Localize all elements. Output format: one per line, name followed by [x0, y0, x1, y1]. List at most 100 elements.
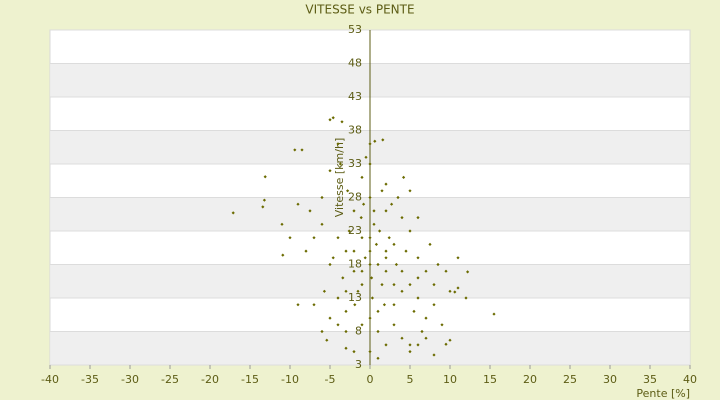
y-tick-label: 33 — [348, 157, 362, 170]
y-tick-label: 28 — [348, 191, 362, 204]
point — [424, 316, 428, 320]
point — [380, 189, 384, 193]
point — [336, 323, 340, 327]
point — [392, 242, 396, 246]
point — [322, 289, 326, 293]
x-tick-label: 35 — [643, 373, 657, 386]
point — [384, 209, 388, 213]
y-axis-title: Vitesse [km/h] — [333, 138, 346, 218]
point — [412, 309, 416, 313]
point — [263, 175, 267, 179]
point — [402, 175, 406, 179]
point — [432, 353, 436, 357]
point — [392, 303, 396, 307]
x-tick-label: -25 — [161, 373, 179, 386]
point — [440, 323, 444, 327]
y-tick-label: 48 — [348, 57, 362, 70]
point — [394, 262, 398, 267]
point — [362, 202, 366, 206]
point — [466, 270, 470, 274]
point — [360, 236, 364, 240]
point — [416, 276, 420, 280]
point — [390, 202, 394, 206]
point — [400, 289, 404, 293]
point — [373, 139, 377, 143]
y-tick-label: 38 — [348, 124, 362, 137]
point — [432, 303, 436, 307]
point — [382, 303, 386, 307]
point — [436, 262, 440, 267]
point — [331, 116, 335, 120]
point — [370, 296, 374, 300]
point — [360, 323, 364, 327]
point — [444, 342, 448, 346]
point — [364, 155, 368, 159]
x-tick-label: 20 — [523, 373, 537, 386]
point — [372, 209, 376, 213]
point — [456, 256, 460, 260]
y-tick-label: 23 — [348, 224, 362, 237]
point — [456, 286, 460, 290]
point — [448, 289, 452, 293]
point — [370, 276, 374, 280]
point — [328, 316, 332, 320]
x-tick-label: 25 — [563, 373, 577, 386]
point — [360, 269, 364, 273]
point — [331, 256, 335, 260]
point — [363, 256, 367, 260]
y-tick-label: 53 — [348, 23, 362, 36]
x-tick-label: -10 — [281, 373, 299, 386]
point — [359, 216, 363, 220]
point — [360, 283, 364, 287]
point — [368, 236, 372, 240]
point — [320, 222, 324, 226]
x-tick-label: -40 — [41, 373, 59, 386]
x-tick-label: -35 — [81, 373, 99, 386]
point — [336, 296, 340, 300]
point — [424, 269, 428, 273]
point — [288, 236, 292, 240]
point — [392, 283, 396, 287]
point — [416, 216, 420, 220]
point — [352, 249, 356, 253]
point — [380, 283, 384, 287]
point — [325, 338, 329, 342]
point — [261, 205, 265, 209]
point — [328, 169, 332, 173]
point — [341, 276, 345, 280]
point — [404, 249, 408, 253]
point — [428, 242, 432, 246]
point — [336, 142, 340, 146]
point — [320, 195, 324, 200]
point — [368, 249, 372, 253]
point — [368, 162, 372, 166]
point — [492, 312, 496, 316]
y-tick-label: 13 — [348, 291, 362, 304]
point — [347, 229, 351, 233]
point — [281, 253, 285, 257]
y-tick-label: 3 — [355, 358, 362, 371]
chart-title: VITESSE vs PENTE — [305, 3, 414, 17]
point — [384, 343, 388, 347]
point — [308, 209, 312, 213]
point — [400, 269, 404, 273]
point — [344, 289, 348, 293]
point — [381, 138, 385, 142]
point — [408, 229, 412, 233]
point — [408, 343, 412, 347]
point — [408, 350, 412, 354]
x-tick-label: 15 — [483, 373, 497, 386]
point — [464, 296, 468, 300]
point — [296, 303, 300, 307]
point — [368, 195, 372, 200]
point — [320, 329, 324, 334]
point — [344, 329, 348, 334]
x-axis-title: Pente [%] — [636, 387, 690, 400]
point — [231, 211, 235, 215]
point — [416, 296, 420, 300]
point — [328, 262, 332, 267]
point — [360, 175, 364, 179]
point — [372, 222, 376, 226]
point — [374, 242, 378, 246]
